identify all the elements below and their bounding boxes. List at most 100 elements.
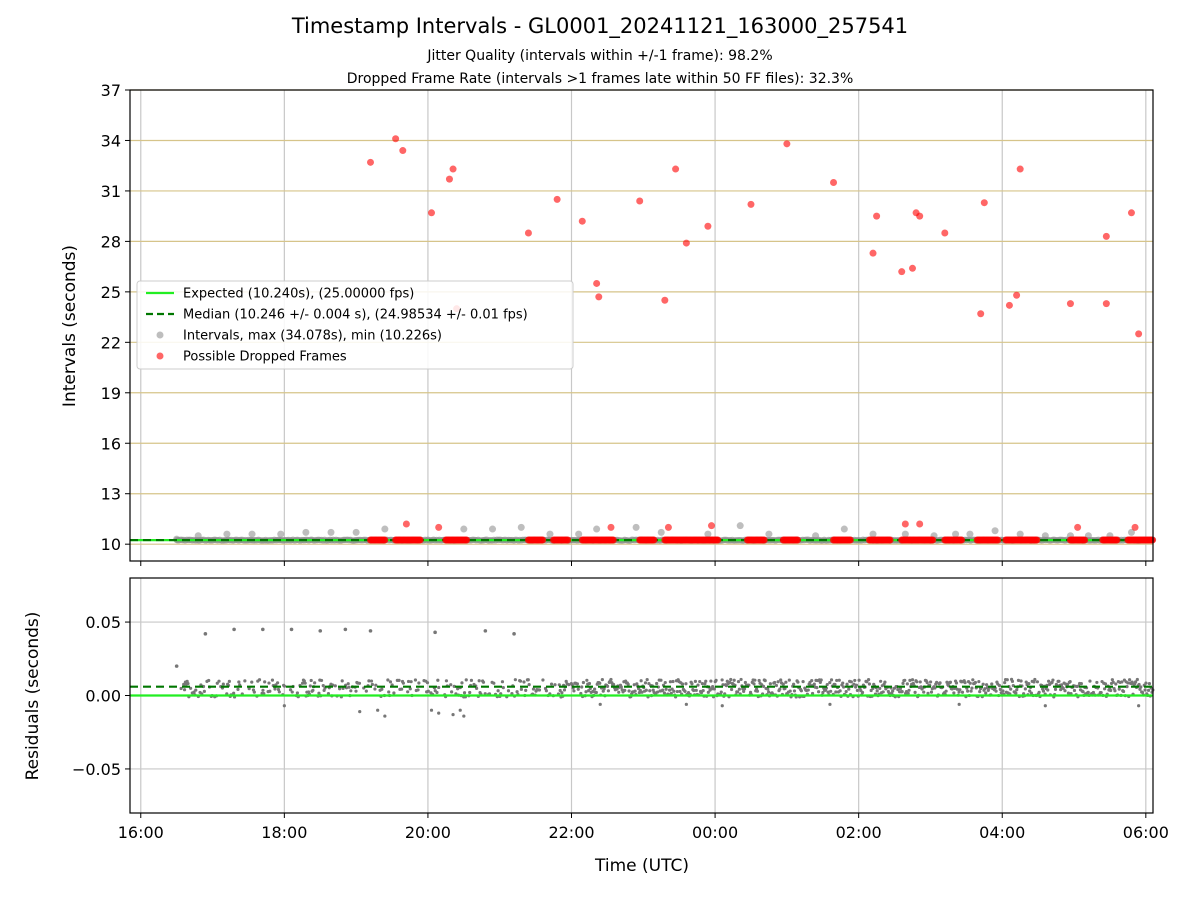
dropped-point [1102, 232, 1110, 240]
residual-point [401, 681, 405, 685]
residual-outlier [318, 629, 323, 633]
residual-point [519, 687, 523, 691]
chart-subtitle-jitter: Jitter Quality (intervals within +/-1 fr… [427, 48, 773, 64]
residual-point [313, 681, 317, 685]
dropped-point [783, 140, 791, 148]
residual-point [983, 687, 987, 691]
residual-point [1019, 679, 1023, 683]
bottom-xtick-label: 18:00 [261, 823, 307, 842]
residual-point [572, 689, 576, 693]
residual-point [492, 681, 496, 685]
residual-point [444, 679, 449, 683]
residual-point [743, 680, 747, 685]
residual-point [436, 678, 440, 682]
residual-point [605, 684, 610, 688]
residual-point [1137, 682, 1141, 687]
residual-outlier [203, 632, 208, 636]
dropped-point [830, 179, 838, 187]
residual-point [537, 688, 542, 692]
residual-point [906, 691, 910, 695]
residual-outlier [232, 627, 236, 632]
residual-point [837, 678, 841, 682]
residual-point [1127, 678, 1132, 682]
residual-point [1144, 681, 1148, 685]
residual-point [1027, 681, 1031, 686]
residual-point [781, 682, 785, 686]
residual-point [829, 678, 834, 682]
residual-point [963, 681, 967, 685]
residual-point [729, 687, 734, 692]
interval-point [736, 522, 744, 530]
residuals-panel: −0.05 0.00 0.05 16:00 18:00 20:00 22:00 00:00 02… [72, 577, 1169, 842]
dropped-point [607, 523, 615, 531]
dropped-point [595, 293, 603, 301]
residual-point [609, 677, 613, 682]
residual-point [1009, 687, 1013, 691]
residual-point [1043, 704, 1047, 708]
residual-point [860, 690, 865, 695]
residual-point [1117, 687, 1121, 691]
residual-point [960, 690, 965, 694]
residual-point [736, 679, 741, 684]
residual-point [1041, 689, 1046, 693]
legend-label-dropped: Possible Dropped Frames [183, 350, 347, 365]
residual-point [645, 678, 649, 682]
residual-point [1121, 689, 1126, 694]
residual-point [739, 677, 743, 682]
residual-point [1037, 690, 1041, 694]
interval-point [952, 530, 960, 538]
residual-point [694, 688, 698, 692]
dropped-point [435, 523, 443, 531]
residual-point [643, 681, 648, 685]
residual-point [968, 681, 972, 685]
legend-label-median: Median (10.246 +/- 0.004 s), (24.98534 +… [183, 308, 528, 323]
residual-point [664, 687, 668, 691]
bottom-ytick-label: −0.05 [72, 760, 121, 779]
residual-point [1146, 688, 1151, 692]
residual-point [338, 687, 342, 691]
interval-point [327, 528, 335, 536]
residual-point [954, 681, 959, 685]
residual-point [598, 702, 602, 706]
residual-point [435, 690, 439, 695]
top-ytick-label: 10 [101, 535, 121, 554]
residual-point [1126, 681, 1130, 685]
residual-point [319, 678, 324, 683]
residual-point [300, 681, 305, 685]
residual-point [865, 680, 869, 684]
residual-point [357, 681, 362, 685]
residual-point [667, 688, 672, 692]
interval-point [517, 523, 525, 531]
residual-point [671, 679, 675, 684]
residual-point [845, 682, 849, 686]
residual-point [907, 688, 911, 692]
residual-point [952, 691, 956, 695]
residual-point [719, 690, 723, 694]
residual-point [1024, 680, 1028, 684]
residual-point [417, 681, 421, 685]
residual-point [698, 679, 702, 684]
residual-point [317, 691, 321, 695]
residual-point [1125, 684, 1129, 689]
residual-point [990, 682, 994, 686]
residual-point [792, 689, 797, 693]
residual-point [732, 678, 736, 682]
interval-point [1127, 528, 1135, 536]
residual-point [295, 691, 300, 695]
interval-point [575, 530, 583, 538]
residual-point [767, 690, 771, 694]
dropped-point [445, 175, 453, 183]
residual-point [815, 685, 819, 690]
dropped-point [1081, 536, 1089, 544]
interval-point [381, 525, 389, 533]
intervals-ylabel: Intervals (seconds) [60, 245, 80, 407]
residual-point [944, 689, 948, 693]
residual-point [1053, 687, 1058, 692]
dropped-point [661, 296, 669, 304]
residual-point [933, 686, 937, 690]
top-ytick-label: 16 [101, 434, 121, 453]
residual-point [773, 680, 777, 685]
residual-point [1033, 677, 1037, 682]
dropped-point [366, 158, 374, 166]
residual-point [1103, 682, 1108, 686]
